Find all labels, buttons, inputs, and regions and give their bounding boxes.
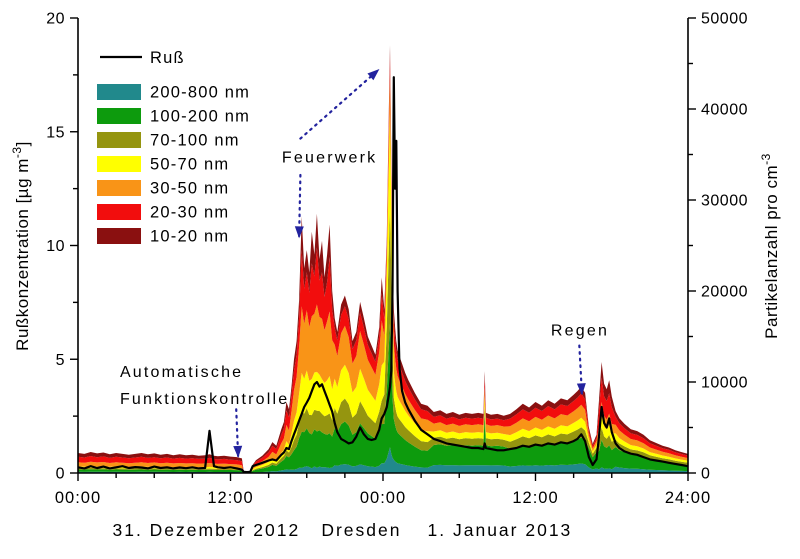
right-tick-label: 20000 (701, 284, 748, 301)
annotation-arrowhead-feuerwerk (367, 69, 380, 81)
legend-swatch (97, 204, 141, 220)
legend-item-label: 200-800 nm (150, 84, 250, 102)
legend-swatch (97, 180, 141, 196)
legend-item-label: 20-30 nm (150, 204, 229, 222)
x-tick-label: 00:00 (55, 489, 101, 507)
x-tick-label: 00:00 (360, 489, 406, 507)
x-tick-label: 12:00 (512, 489, 558, 507)
legend-swatch (97, 132, 141, 148)
band-10-20-nm (78, 45, 688, 473)
annotation-regen: Regen (551, 322, 609, 339)
legend-swatch (97, 228, 141, 244)
legend-item-label: 50-70 nm (150, 156, 229, 174)
band-200-800-nm (78, 447, 688, 473)
right-tick-label: 40000 (701, 102, 748, 119)
left-axis-title: Rußkonzentration [µg m-3] (10, 141, 32, 351)
legend-russ-label: Ruß (150, 49, 185, 67)
band-70-100-nm (78, 207, 688, 473)
annotation-arrowhead-regen (576, 383, 586, 396)
left-tick-label: 5 (56, 352, 65, 369)
legend (97, 55, 142, 244)
legend-swatch (97, 156, 141, 172)
left-tick-label: 20 (46, 11, 65, 28)
band-100-200-nm (78, 323, 688, 473)
x-date-label: 1. Januar 2013 (428, 520, 573, 540)
right-tick-label: 0 (701, 466, 710, 483)
x-tick-label: 12:00 (207, 489, 253, 507)
right-tick-label: 50000 (701, 11, 748, 28)
band-20-30-nm (78, 53, 688, 473)
x-date-label: 31. Dezember 2012 (112, 520, 300, 540)
legend-item-label: 100-200 nm (150, 108, 250, 126)
legend-item-label: 70-100 nm (150, 132, 240, 150)
annotation-feuerwerk: Feuerwerk (282, 149, 377, 166)
x-date-label: Dresden (321, 520, 401, 540)
legend-item-label: 30-50 nm (150, 180, 229, 198)
annotation-funktionskontrolle: Automatische (120, 364, 243, 381)
left-tick-label: 0 (56, 466, 65, 483)
x-tick-label: 24:00 (665, 489, 711, 507)
right-axis-title: Partikelanzahl pro cm-3 (759, 153, 781, 339)
annotation-funktionskontrolle: Funktionskontrolle (120, 391, 289, 408)
annotation-arrow-feuerwerk (299, 69, 380, 140)
legend-item-label: 10-20 nm (150, 228, 229, 246)
right-tick-label: 30000 (701, 193, 748, 210)
annotation-arrowhead-feuerwerk (294, 226, 304, 239)
left-tick-label: 10 (46, 238, 65, 255)
legend-swatch (97, 84, 141, 100)
right-tick-label: 10000 (701, 375, 748, 392)
annotation-arrowhead-funktionskontrolle (233, 445, 243, 458)
left-tick-label: 15 (46, 124, 65, 141)
legend-swatch (97, 108, 141, 124)
russ-line (77, 76, 689, 474)
